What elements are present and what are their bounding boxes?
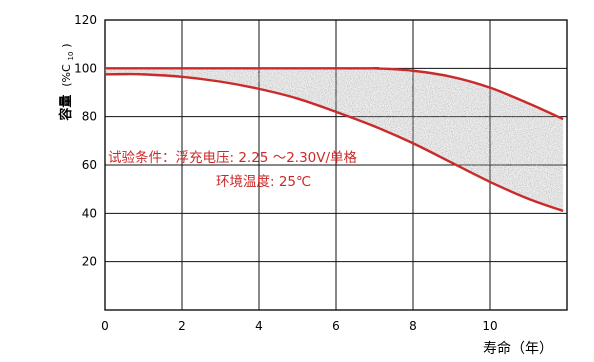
y-tick-label: 80 <box>82 110 97 124</box>
y-tick-label: 60 <box>82 158 97 172</box>
annotation-line-1: 试验条件：浮充电压: 2.25 ～2.30V/单格 <box>108 149 358 166</box>
annotation-line-2: 环境温度: 25℃ <box>216 174 311 190</box>
y-tick-label: 100 <box>74 61 97 75</box>
curves <box>104 66 564 213</box>
capacity-band <box>105 68 564 211</box>
y-axis-label: 容量 (%C 10 ) <box>58 43 76 121</box>
svg-text:容量 (%C 10: 容量 (%C 10 ) <box>58 43 76 121</box>
y-axis-label-sub: 10 <box>67 52 75 61</box>
x-tick-label: 4 <box>255 319 263 333</box>
upper-capacity-curve <box>105 66 564 121</box>
x-tick-label: 8 <box>409 319 417 333</box>
capacity-band-texture <box>105 68 564 211</box>
x-tick-label: 6 <box>332 319 340 333</box>
lower-capacity-curve <box>104 72 564 213</box>
y-axis-label-unit: (%C <box>60 64 73 87</box>
y-axis-label-main: 容量 <box>58 95 74 122</box>
y-tick-label: 120 <box>74 13 97 27</box>
capacity-band-tint <box>105 68 564 211</box>
y-axis-label-close: ) <box>60 43 73 47</box>
x-tick-label: 10 <box>482 319 497 333</box>
x-tick-label: 0 <box>101 319 109 333</box>
y-tick-label: 20 <box>82 255 97 269</box>
tick-labels: 0 2 4 6 8 10 20 40 60 80 100 120 <box>74 13 498 333</box>
y-tick-label: 40 <box>82 206 97 220</box>
x-tick-label: 2 <box>178 319 186 333</box>
x-axis-label: 寿命（年） <box>483 340 553 357</box>
